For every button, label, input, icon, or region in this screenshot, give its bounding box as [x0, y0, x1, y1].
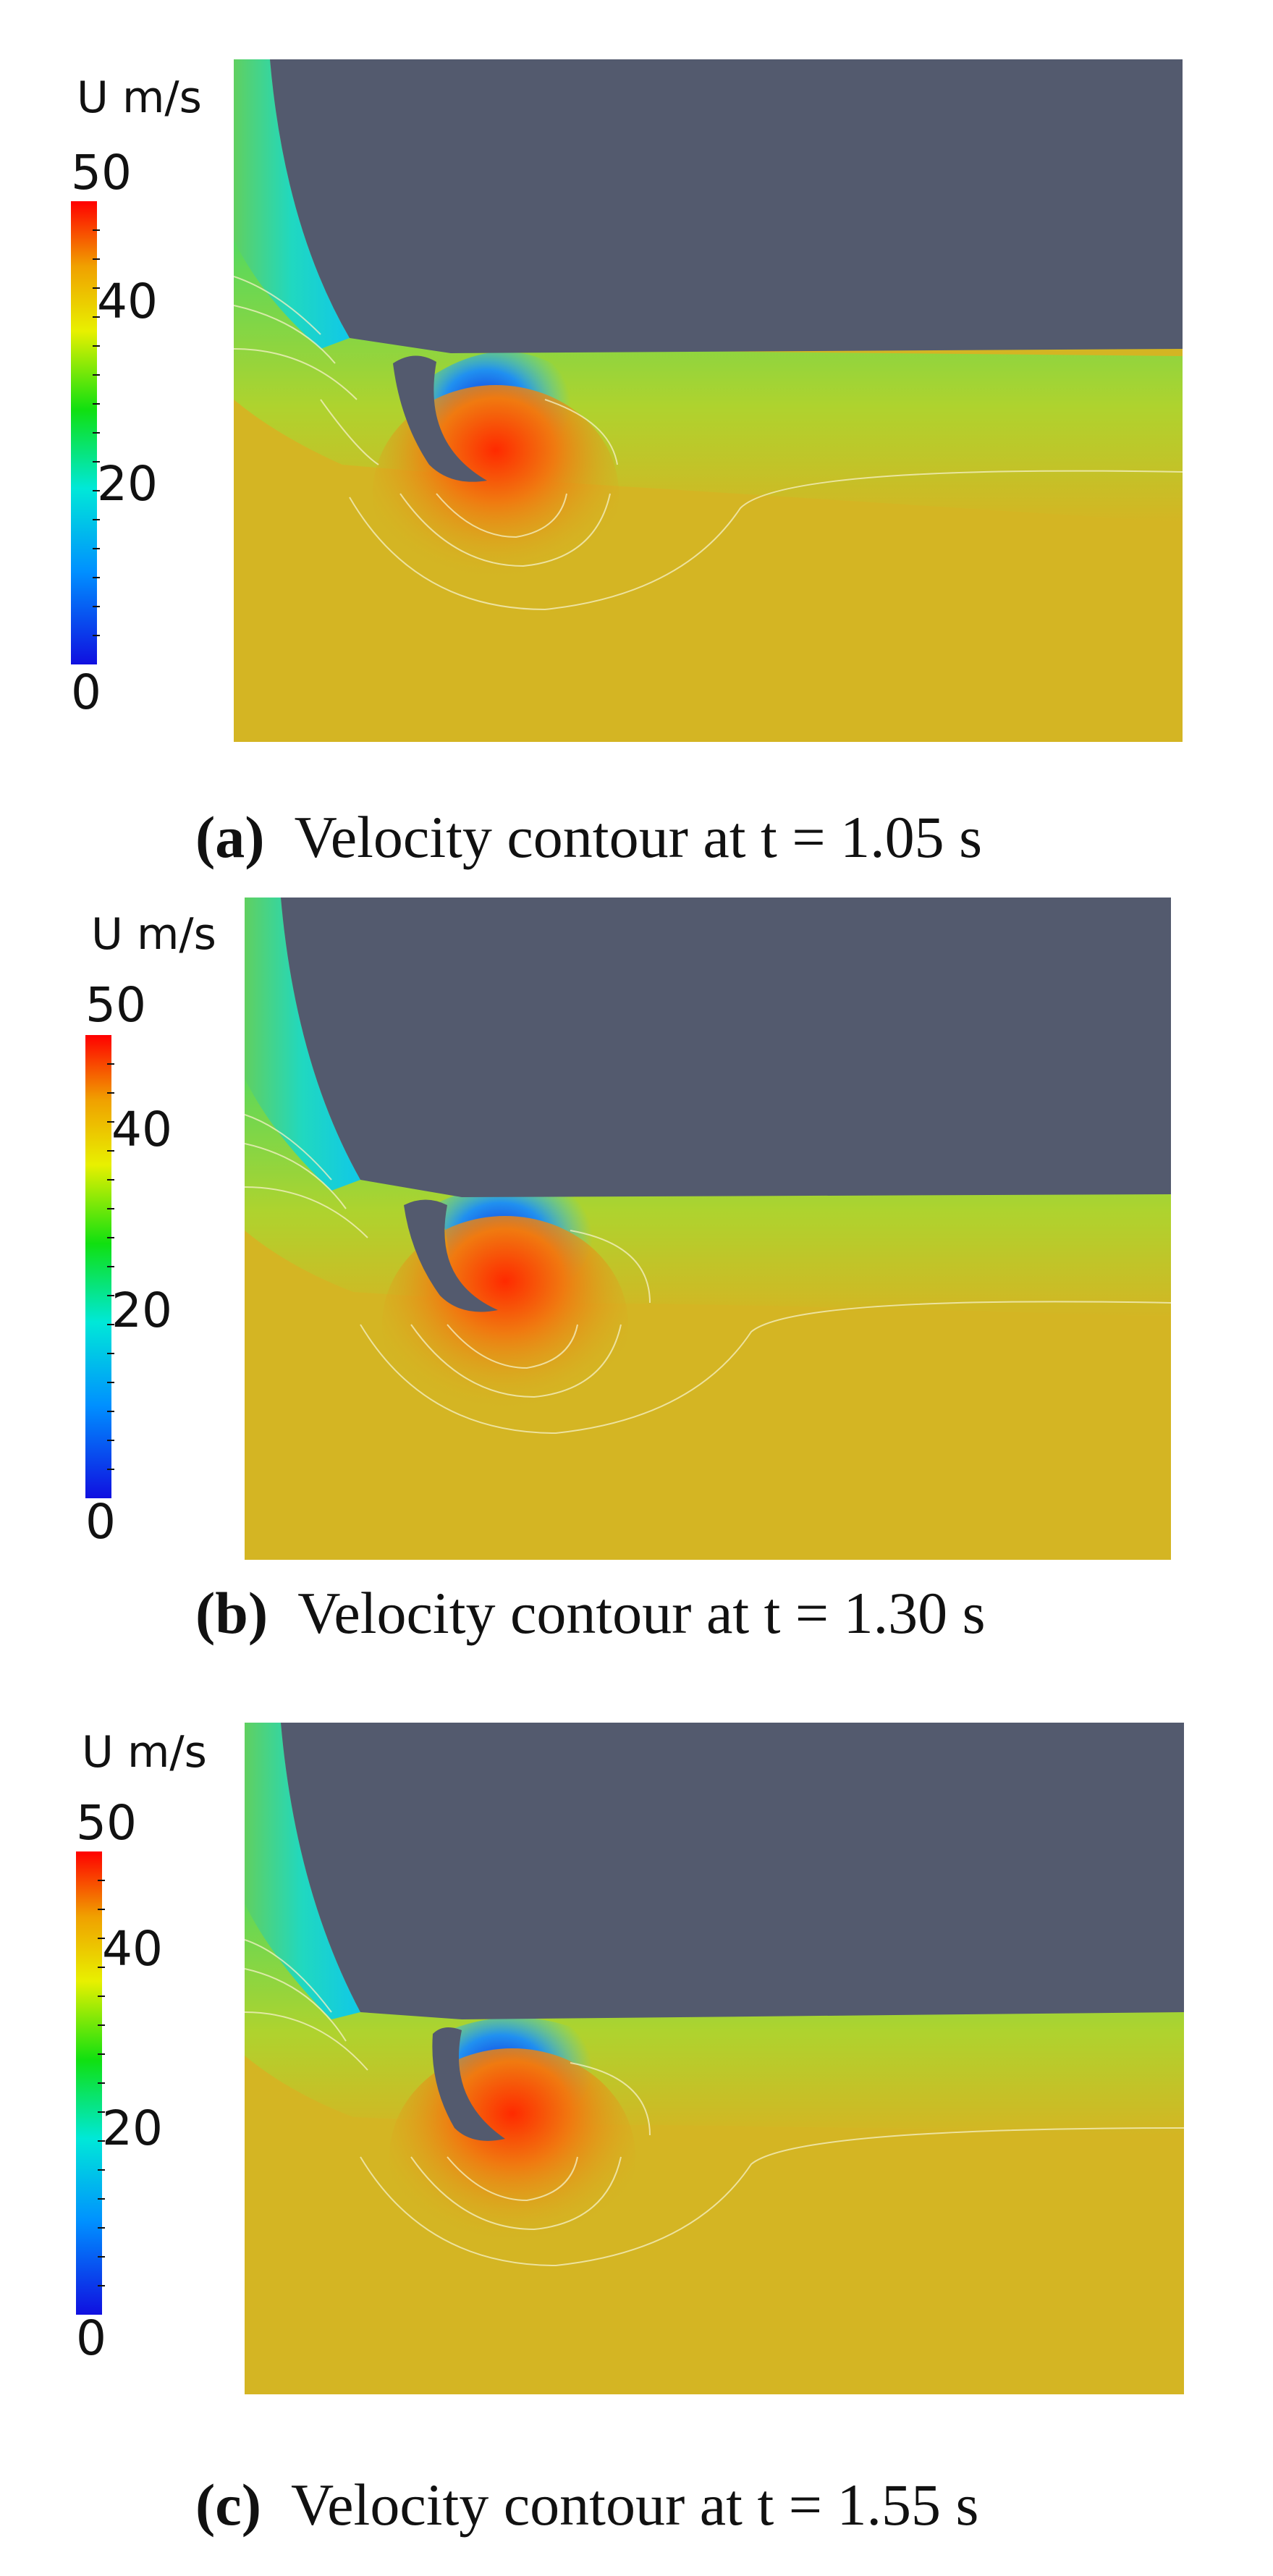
colorbar: [71, 201, 100, 664]
colorbar: [76, 1851, 105, 2315]
colorbar-tick-20: 20: [102, 2100, 163, 2156]
panel-c: U m/s 50 40 20 0: [0, 1723, 1273, 2576]
colorbar-unit-label: U m/s: [82, 1727, 207, 1778]
caption-label: (b): [195, 1580, 268, 1646]
panel-b: U m/s 50 40 20 0: [0, 898, 1273, 1723]
colorbar-tick-40: 40: [102, 1921, 163, 1977]
colorbar-min-label: 0: [76, 2310, 106, 2366]
colorbar: [85, 1035, 114, 1498]
caption-text: Velocity contour at t = 1.30 s: [297, 1580, 986, 1646]
caption-label: (a): [195, 804, 265, 870]
caption-text: Velocity contour at t = 1.55 s: [291, 2472, 979, 2538]
colorbar-unit-label: U m/s: [91, 909, 216, 960]
colorbar-min-label: 0: [71, 664, 101, 720]
panel-a: U m/s 50 40 20 0: [0, 0, 1273, 898]
velocity-contour-field: [245, 898, 1171, 1560]
velocity-contour-field: [234, 59, 1183, 742]
caption-c: (c) Velocity contour at t = 1.55 s: [195, 2471, 1273, 2539]
colorbar-max-label: 50: [76, 1795, 137, 1851]
caption-a: (a) Velocity contour at t = 1.05 s: [195, 803, 1273, 871]
colorbar-max-label: 50: [85, 977, 146, 1033]
colorbar-min-label: 0: [85, 1494, 116, 1550]
velocity-contour-field: [245, 1723, 1184, 2394]
colorbar-unit-label: U m/s: [77, 72, 202, 123]
colorbar-tick-40: 40: [111, 1102, 172, 1157]
caption-label: (c): [195, 2472, 262, 2538]
colorbar-tick-20: 20: [97, 456, 158, 512]
colorbar-tick-20: 20: [111, 1283, 172, 1338]
colorbar-tick-40: 40: [97, 274, 158, 329]
colorbar-max-label: 50: [71, 145, 132, 200]
caption-text: Velocity contour at t = 1.05 s: [294, 804, 982, 870]
caption-b: (b) Velocity contour at t = 1.30 s: [195, 1579, 1273, 1647]
